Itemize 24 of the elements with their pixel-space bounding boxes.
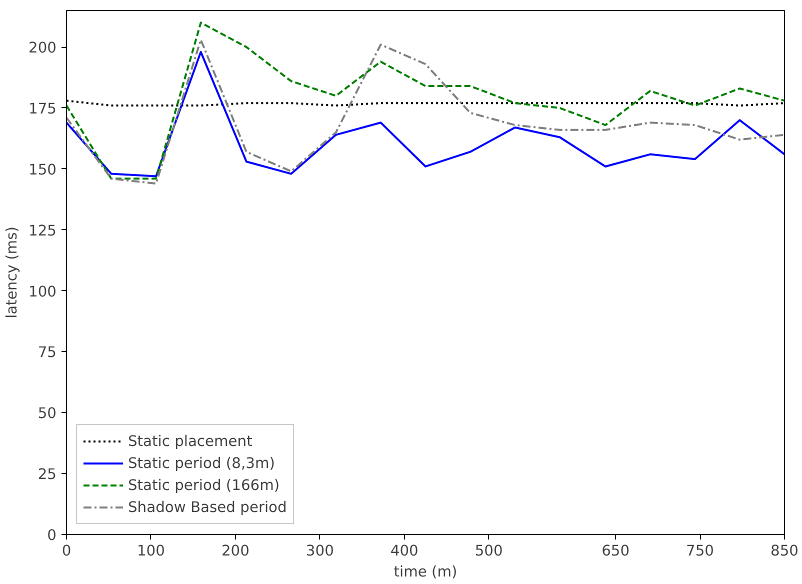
x-tick-label: 200 [221,542,250,560]
y-axis-title: latency (ms) [4,226,21,318]
y-tick-label: 125 [28,222,57,240]
legend-label: Static period (8,3m) [128,454,275,472]
legend-label: Static period (166m) [128,476,280,494]
x-tick-label: 850 [770,542,798,560]
x-tick-label: 500 [474,542,503,560]
y-tick-label: 50 [38,405,57,422]
y-tick-label: 200 [28,40,57,57]
y-tick-label: 175 [28,100,57,118]
y-tick-label: 75 [38,344,57,362]
legend-label: Static placement [128,432,252,450]
y-tick-label: 100 [28,283,57,300]
x-tick-label: 100 [136,542,165,560]
x-tick-label: 0 [62,542,72,560]
y-tick-label: 150 [28,161,57,178]
x-tick-label: 750 [686,542,714,560]
y-tick-label: 25 [38,466,57,484]
x-tick-label: 650 [602,542,630,560]
legend-label: Shadow Based period [128,498,287,516]
x-tick-label: 400 [390,542,418,560]
x-axis-title: time (m) [394,564,458,580]
x-tick-label: 300 [306,542,334,560]
y-tick-label: 0 [47,527,57,544]
